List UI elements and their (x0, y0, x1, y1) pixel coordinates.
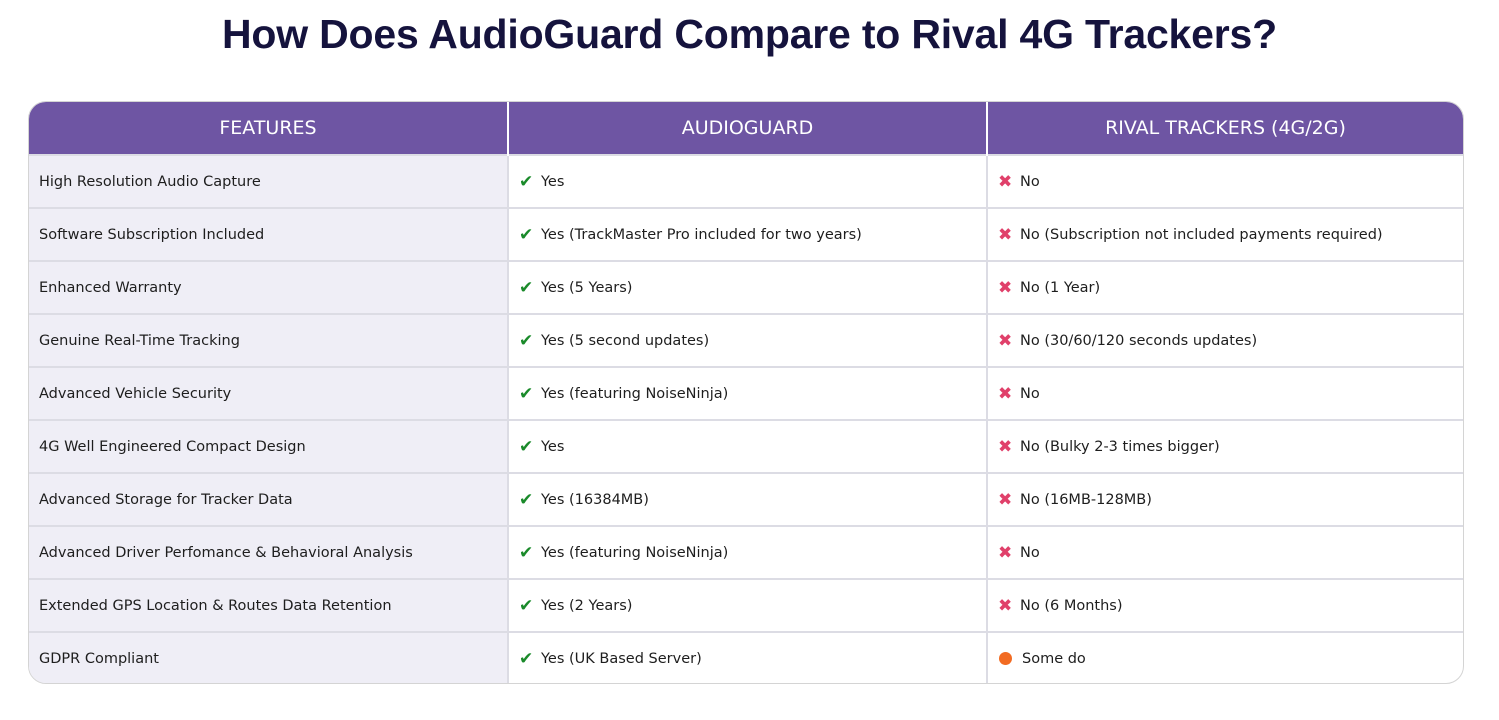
table-row: High Resolution Audio Capture ✔ Yes ✖ No (29, 154, 1463, 208)
table-row: Enhanced Warranty ✔ Yes (5 Years) ✖ No (1 Ye… (29, 260, 1463, 314)
rival-cell: ✖ No (16MB-128MB) (987, 472, 1463, 526)
feature-label: GDPR Compliant (39, 650, 159, 667)
audioguard-cell: ✔ Yes (5 second updates) (508, 313, 988, 367)
feature-label: 4G Well Engineered Compact Design (39, 438, 306, 455)
table-row: Genuine Real-Time Tracking ✔ Yes (5 second… (29, 313, 1463, 367)
checkmark-icon: ✔ (519, 436, 534, 457)
audioguard-cell: ✔ Yes (featuring NoiseNinja) (508, 366, 988, 420)
audioguard-value: Yes (16384MB) (541, 491, 649, 508)
checkmark-icon: ✔ (519, 171, 534, 192)
cross-icon: ✖ (998, 489, 1013, 510)
table-row: Advanced Vehicle Security ✔ Yes (featuring… (29, 366, 1463, 420)
audioguard-value: Yes (5 second updates) (541, 332, 710, 349)
feature-label: Enhanced Warranty (39, 279, 182, 296)
audioguard-cell: ✔ Yes (2 Years) (508, 578, 988, 632)
rival-cell: ✖ No (987, 154, 1463, 208)
audioguard-value: Yes (541, 173, 565, 190)
checkmark-icon: ✔ (519, 648, 534, 669)
checkmark-icon: ✔ (519, 224, 534, 245)
table-row: Software Subscription Included ✔ Yes (Trac… (29, 207, 1463, 261)
rival-cell: ✖ No (987, 525, 1463, 579)
checkmark-icon: ✔ (519, 383, 534, 404)
feature-cell: Advanced Vehicle Security (29, 366, 509, 420)
rival-value: Some do (1022, 650, 1086, 667)
audioguard-cell: ✔ Yes (featuring NoiseNinja) (508, 525, 988, 579)
audioguard-value: Yes (featuring NoiseNinja) (541, 544, 729, 561)
feature-cell: Genuine Real-Time Tracking (29, 313, 509, 367)
feature-cell: Software Subscription Included (29, 207, 509, 261)
checkmark-icon: ✔ (519, 277, 534, 298)
table-row: Extended GPS Location & Routes Data Rete… (29, 578, 1463, 632)
feature-label: Advanced Vehicle Security (39, 385, 232, 402)
feature-label: Advanced Driver Perfomance & Behavioral … (39, 544, 413, 561)
cross-icon: ✖ (998, 383, 1013, 404)
rival-cell: ✖ No (6 Months) (987, 578, 1463, 632)
audioguard-value: Yes (541, 438, 565, 455)
header-features: FEATURES (29, 102, 509, 155)
table-row: Advanced Storage for Tracker Data ✔ Yes (1… (29, 472, 1463, 526)
checkmark-icon: ✔ (519, 489, 534, 510)
rival-value: No (16MB-128MB) (1020, 491, 1152, 508)
feature-label: High Resolution Audio Capture (39, 173, 261, 190)
rival-value: No (Bulky 2-3 times bigger) (1020, 438, 1220, 455)
rival-value: No (1 Year) (1020, 279, 1101, 296)
feature-cell: Enhanced Warranty (29, 260, 509, 314)
cross-icon: ✖ (998, 277, 1013, 298)
feature-label: Extended GPS Location & Routes Data Rete… (39, 597, 392, 614)
feature-cell: 4G Well Engineered Compact Design (29, 419, 509, 473)
checkmark-icon: ✔ (519, 595, 534, 616)
checkmark-icon: ✔ (519, 542, 534, 563)
cross-icon: ✖ (998, 330, 1013, 351)
rival-value: No (1020, 173, 1040, 190)
table-row: Advanced Driver Perfomance & Behavioral … (29, 525, 1463, 579)
feature-cell: High Resolution Audio Capture (29, 154, 509, 208)
table-body: High Resolution Audio Capture ✔ Yes ✖ No Soft… (29, 154, 1463, 683)
comparison-table: FEATURES AUDIOGUARD RIVAL TRACKERS (4G/2… (28, 101, 1464, 684)
cross-icon: ✖ (998, 595, 1013, 616)
rival-cell: ✖ No (987, 366, 1463, 420)
audioguard-value: Yes (TrackMaster Pro included for two ye… (541, 226, 862, 243)
cross-icon: ✖ (998, 542, 1013, 563)
audioguard-cell: ✔ Yes (TrackMaster Pro included for two y… (508, 207, 988, 261)
feature-label: Genuine Real-Time Tracking (39, 332, 240, 349)
audioguard-value: Yes (5 Years) (541, 279, 633, 296)
rival-value: No (30/60/120 seconds updates) (1020, 332, 1258, 349)
rival-cell: Some do (987, 631, 1463, 683)
checkmark-icon: ✔ (519, 330, 534, 351)
audioguard-cell: ✔ Yes (508, 154, 988, 208)
rival-value: No (1020, 385, 1040, 402)
audioguard-cell: ✔ Yes (UK Based Server) (508, 631, 988, 683)
orange-dot-icon (999, 652, 1012, 665)
audioguard-value: Yes (featuring NoiseNinja) (541, 385, 729, 402)
audioguard-cell: ✔ Yes (16384MB) (508, 472, 988, 526)
table-row: GDPR Compliant ✔ Yes (UK Based Server) Some… (29, 631, 1463, 683)
rival-value: No (1020, 544, 1040, 561)
feature-cell: Advanced Driver Perfomance & Behavioral … (29, 525, 509, 579)
rival-value: No (Subscription not included payments r… (1020, 226, 1383, 243)
feature-cell: GDPR Compliant (29, 631, 509, 683)
audioguard-value: Yes (UK Based Server) (541, 650, 702, 667)
header-audioguard: AUDIOGUARD (508, 102, 988, 155)
cross-icon: ✖ (998, 224, 1013, 245)
rival-cell: ✖ No (Bulky 2-3 times bigger) (987, 419, 1463, 473)
audioguard-cell: ✔ Yes (5 Years) (508, 260, 988, 314)
rival-cell: ✖ No (Subscription not included payments … (987, 207, 1463, 261)
rival-cell: ✖ No (30/60/120 seconds updates) (987, 313, 1463, 367)
feature-label: Software Subscription Included (39, 226, 265, 243)
page-title: How Does AudioGuard Compare to Rival 4G … (222, 11, 1277, 57)
cross-icon: ✖ (998, 436, 1013, 457)
header-rival-trackers: RIVAL TRACKERS (4G/2G) (987, 102, 1463, 155)
audioguard-value: Yes (2 Years) (541, 597, 633, 614)
rival-value: No (6 Months) (1020, 597, 1123, 614)
rival-cell: ✖ No (1 Year) (987, 260, 1463, 314)
table-header-row: FEATURES AUDIOGUARD RIVAL TRACKERS (4G/2… (29, 102, 1463, 155)
feature-label: Advanced Storage for Tracker Data (39, 491, 293, 508)
table-row: 4G Well Engineered Compact Design ✔ Yes ✖ No… (29, 419, 1463, 473)
feature-cell: Advanced Storage for Tracker Data (29, 472, 509, 526)
comparison-grid: FEATURES AUDIOGUARD RIVAL TRACKERS (4G/2… (29, 102, 1463, 683)
feature-cell: Extended GPS Location & Routes Data Rete… (29, 578, 509, 632)
cross-icon: ✖ (998, 171, 1013, 192)
audioguard-cell: ✔ Yes (508, 419, 988, 473)
